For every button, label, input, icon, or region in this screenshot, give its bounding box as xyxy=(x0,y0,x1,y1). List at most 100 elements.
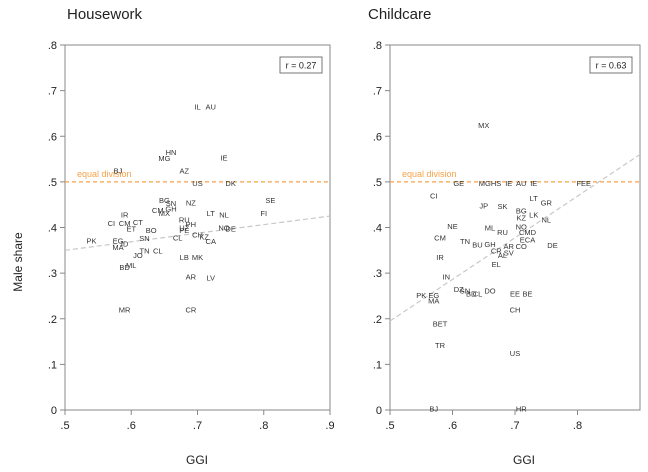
housework-point-label: CL xyxy=(153,246,163,255)
housework-point-label: DK xyxy=(225,179,235,188)
childcare-y-tick-label: .1 xyxy=(373,359,382,371)
childcare-title: Childcare xyxy=(368,6,431,23)
childcare-point-label: JP xyxy=(479,202,488,211)
childcare-point-label: TR xyxy=(435,341,446,350)
housework-point-label: CM xyxy=(152,206,164,215)
housework-y-tick-label: .6 xyxy=(48,131,57,143)
childcare-x-tick-label: .7 xyxy=(510,420,519,432)
housework-y-tick-label: .1 xyxy=(48,359,57,371)
housework-point-label: IE xyxy=(220,154,227,163)
childcare-point-label: FEE xyxy=(576,179,591,188)
housework-point-label: SE xyxy=(265,196,275,205)
housework-x-tick-label: .7 xyxy=(193,420,202,432)
housework-point-label: AU xyxy=(206,103,216,112)
childcare-y-tick-label: 0 xyxy=(376,405,382,417)
childcare-point-label: AU xyxy=(516,179,526,188)
childcare-point-label: LK xyxy=(529,211,538,220)
childcare-y-tick-label: .5 xyxy=(373,177,382,189)
childcare-panel: Childcare GGI 0 .1 .2 .3 .4 .5 .6 .7 .8 .5 .6 .7 .8 e… xyxy=(368,6,641,467)
housework-correlation-label: r = 0.27 xyxy=(286,61,317,71)
housework-title: Housework xyxy=(67,6,143,23)
childcare-point-label: EG xyxy=(428,291,439,300)
childcare-point-label: DE xyxy=(547,241,557,250)
housework-point-label: MR xyxy=(119,306,131,315)
housework-point-label: GH xyxy=(165,204,176,213)
childcare-y-tick-label: .4 xyxy=(373,223,382,235)
housework-point-label: AZ xyxy=(179,166,189,175)
housework-point-label: CT xyxy=(133,218,143,227)
childcare-point-label: BU xyxy=(472,240,482,249)
housework-fit-line xyxy=(65,215,330,251)
housework-point-label: HN xyxy=(166,148,177,157)
housework-point-label: KZ xyxy=(199,233,209,242)
childcare-fit-line xyxy=(390,154,640,322)
housework-point-label: ET xyxy=(126,224,136,233)
housework-point-label: SN xyxy=(166,199,176,208)
childcare-point-label: ML xyxy=(485,224,495,233)
childcare-point-label: IE xyxy=(505,179,512,188)
childcare-point-label: CMD xyxy=(519,228,537,237)
housework-point-label: MA xyxy=(112,243,123,252)
housework-panel: Housework GGI 0 .1 .2 .3 .4 .5 .6 .7 .8 .5 .6 .7 .8.… xyxy=(48,6,335,467)
housework-point-label: LT xyxy=(207,209,216,218)
childcare-y-tick-label: .6 xyxy=(373,131,382,143)
housework-point-label: PH xyxy=(186,220,196,229)
housework-point-label: MX xyxy=(159,209,170,218)
childcare-x-axis-label: GGI xyxy=(513,453,535,467)
childcare-point-label: CM xyxy=(434,234,446,243)
childcare-x-tick-label: .5 xyxy=(385,420,394,432)
housework-point-label: BO xyxy=(146,226,157,235)
childcare-point-label: NO xyxy=(516,223,527,232)
childcare-x-tick-label: .6 xyxy=(448,420,457,432)
housework-point-label: FI xyxy=(260,209,267,218)
childcare-y-tick-label: .2 xyxy=(373,314,382,326)
childcare-point-label: LT xyxy=(530,194,539,203)
housework-point-label: MK xyxy=(192,253,203,262)
housework-point-label: TN xyxy=(140,246,150,255)
housework-point-label: CH xyxy=(192,230,203,239)
housework-x-tick-label: .8 xyxy=(259,420,268,432)
childcare-point-label: AR xyxy=(504,242,515,251)
childcare-point-label: US xyxy=(510,349,520,358)
housework-point-label: LB xyxy=(180,253,189,262)
childcare-point-label: MA xyxy=(428,297,439,306)
childcare-correlation-box xyxy=(589,56,633,74)
housework-correlation-box xyxy=(279,56,323,74)
childcare-point-label: DZ xyxy=(454,285,464,294)
childcare-point-label: SV xyxy=(504,249,514,258)
childcare-point-label: KZ xyxy=(516,213,526,222)
housework-point-label: LV xyxy=(206,274,215,283)
childcare-point-label: GR xyxy=(541,198,553,207)
housework-point-label: CA xyxy=(206,237,216,246)
childcare-point-label: CH xyxy=(510,306,521,315)
housework-point-label: RU xyxy=(179,215,190,224)
childcare-point-label: PK xyxy=(416,291,426,300)
housework-point-label: BG xyxy=(159,196,170,205)
housework-point-label: AR xyxy=(186,272,197,281)
childcare-y-tick-label: .8 xyxy=(373,40,382,52)
housework-point-label: CL xyxy=(173,234,183,243)
housework-y-tick-label: .7 xyxy=(48,86,57,98)
housework-point-label: ML xyxy=(126,261,136,270)
childcare-point-label: IN xyxy=(443,272,451,281)
housework-point-label: SN xyxy=(139,234,149,243)
housework-point-label: NZ xyxy=(186,198,196,207)
housework-x-tick-label: .9 xyxy=(325,420,334,432)
y-axis-label: Male share xyxy=(11,232,25,292)
childcare-point-label: AL xyxy=(498,251,507,260)
housework-point-label: IL xyxy=(194,103,200,112)
childcare-point-label: BET xyxy=(433,319,448,328)
childcare-point-label: ECA xyxy=(520,235,535,244)
childcare-point-label: CI xyxy=(430,192,438,201)
childcare-y-tick-label: .7 xyxy=(373,86,382,98)
childcare-point-label: SK xyxy=(497,202,507,211)
childcare-point-label: NE xyxy=(447,222,457,231)
housework-equal-division-label: equal division xyxy=(77,169,132,179)
housework-point-label: CI xyxy=(108,219,116,228)
childcare-point-label: GH xyxy=(484,240,495,249)
childcare-point-label: SN xyxy=(460,286,470,295)
childcare-point-label: NL xyxy=(541,215,551,224)
childcare-point-label: BE xyxy=(522,290,532,299)
housework-point-label: NO xyxy=(218,224,229,233)
